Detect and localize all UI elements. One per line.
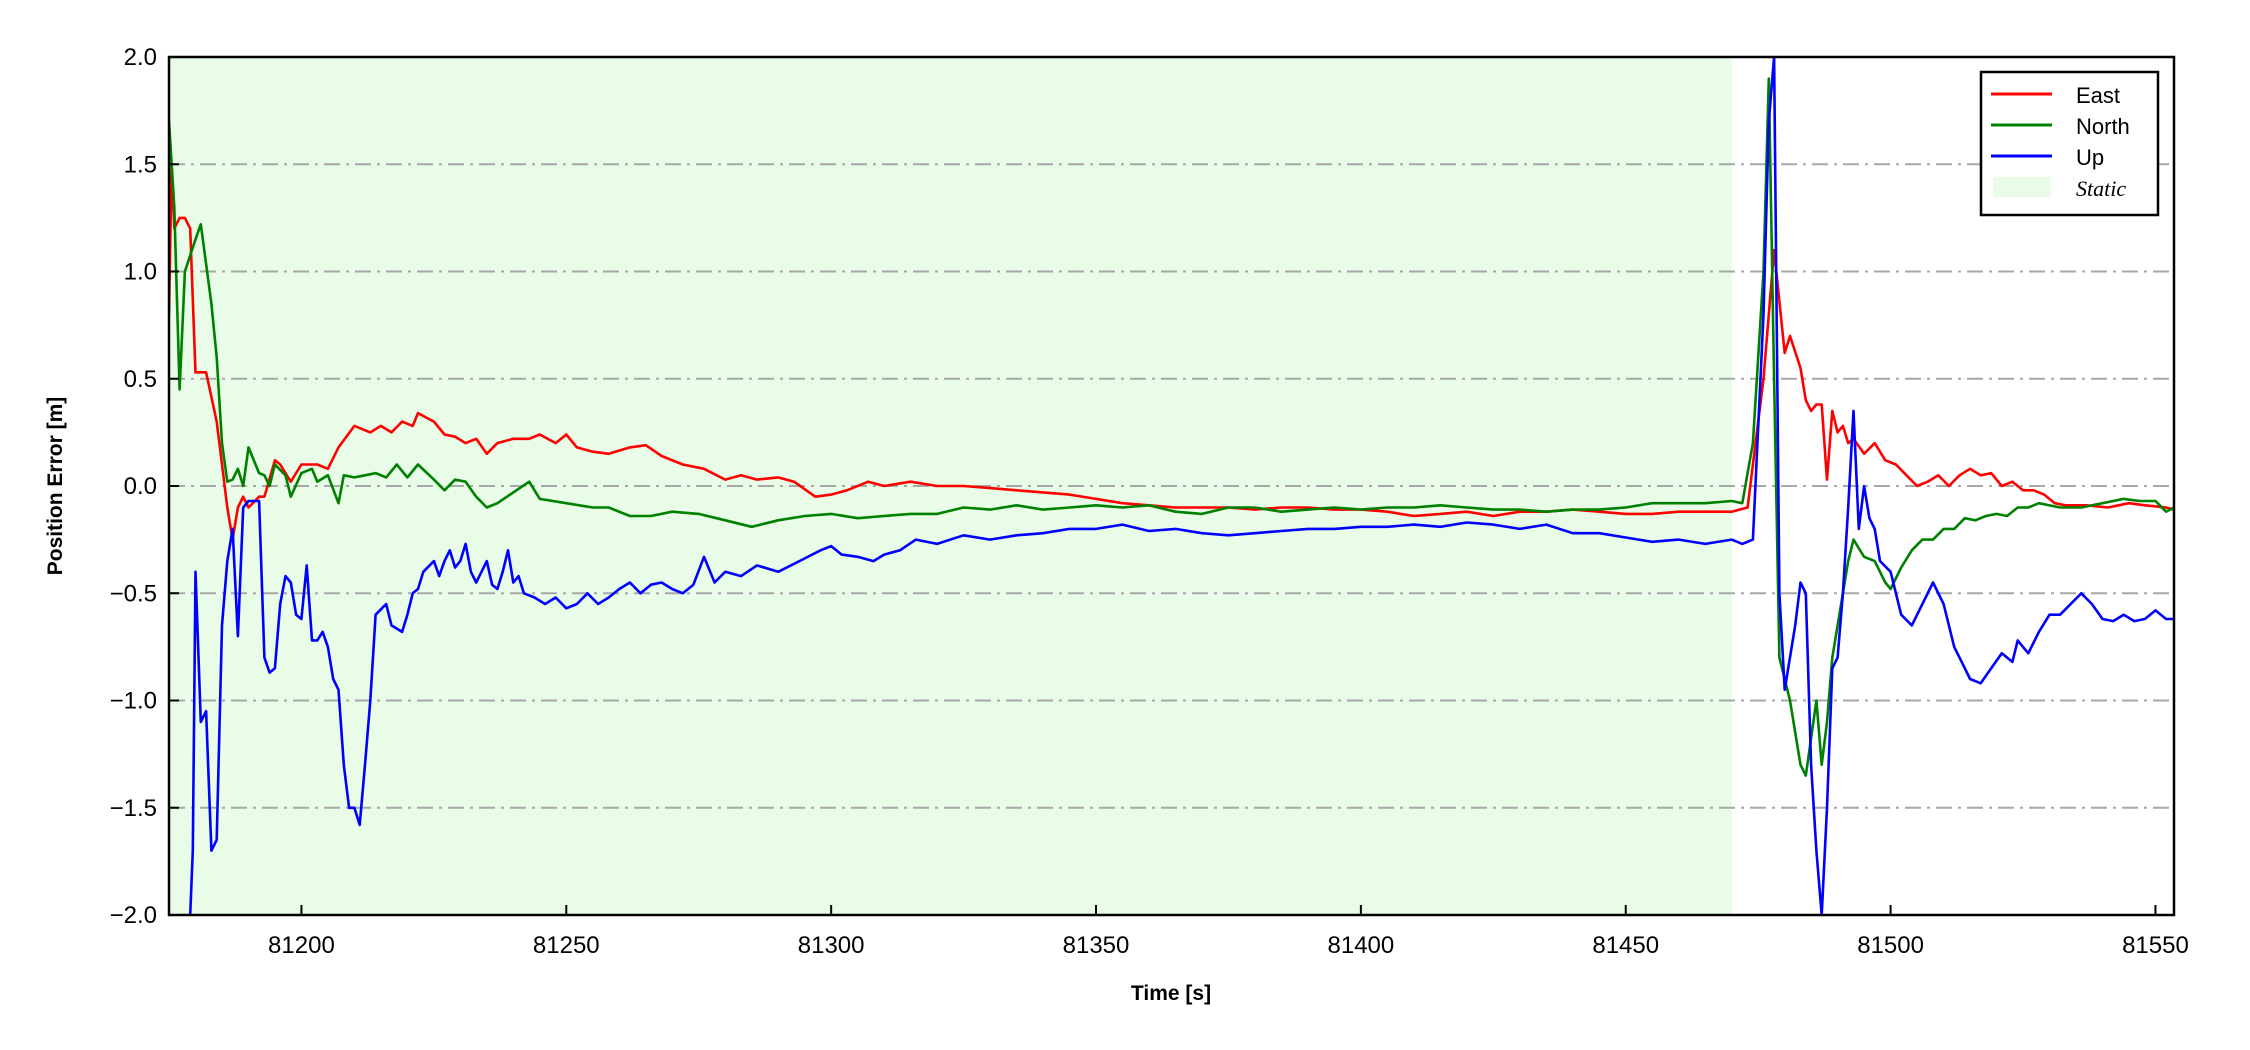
grid-lines <box>169 163 2174 809</box>
y-tick-label: 0.0 <box>124 473 157 500</box>
x-tick-label: 81400 <box>1328 932 1395 959</box>
series-line-east <box>169 163 2174 541</box>
x-tick-label: 81300 <box>798 932 865 959</box>
y-tick-label: −1.0 <box>110 688 157 715</box>
y-tick-label: −0.5 <box>110 580 157 607</box>
x-tick-label: 81250 <box>533 932 600 959</box>
series-line-up <box>188 57 2174 915</box>
x-tick-label: 81450 <box>1592 932 1659 959</box>
y-tick-label: 1.0 <box>124 259 157 286</box>
x-tick-label: 81350 <box>1063 932 1130 959</box>
y-tick-label: 1.5 <box>124 151 157 178</box>
y-tick-label: −1.5 <box>110 795 157 822</box>
x-axis-label: Time [s] <box>1131 982 1211 1005</box>
x-tick-label: 81550 <box>2122 932 2189 959</box>
legend-label-static: Static <box>2076 176 2126 201</box>
y-axis-label: Position Error [m] <box>44 397 67 576</box>
legend-label-up: Up <box>2076 145 2104 170</box>
legend: East North Up Static <box>1979 70 2160 217</box>
legend-label-east: East <box>2076 83 2120 108</box>
y-tick-label: 2.0 <box>124 44 157 71</box>
axis-ticks: −2.0 −1.5 −1.0 −0.5 0.0 0.5 1.0 1.5 2.0 81200 8125… <box>110 44 2189 959</box>
legend-label-north: North <box>2076 114 2130 139</box>
series-lines <box>169 57 2174 915</box>
y-tick-label: −2.0 <box>110 902 157 929</box>
y-tick-label: 0.5 <box>124 366 157 393</box>
x-tick-label: 81200 <box>268 932 335 959</box>
x-tick-label: 81500 <box>1857 932 1924 959</box>
legend-swatch-static <box>1993 177 2051 197</box>
